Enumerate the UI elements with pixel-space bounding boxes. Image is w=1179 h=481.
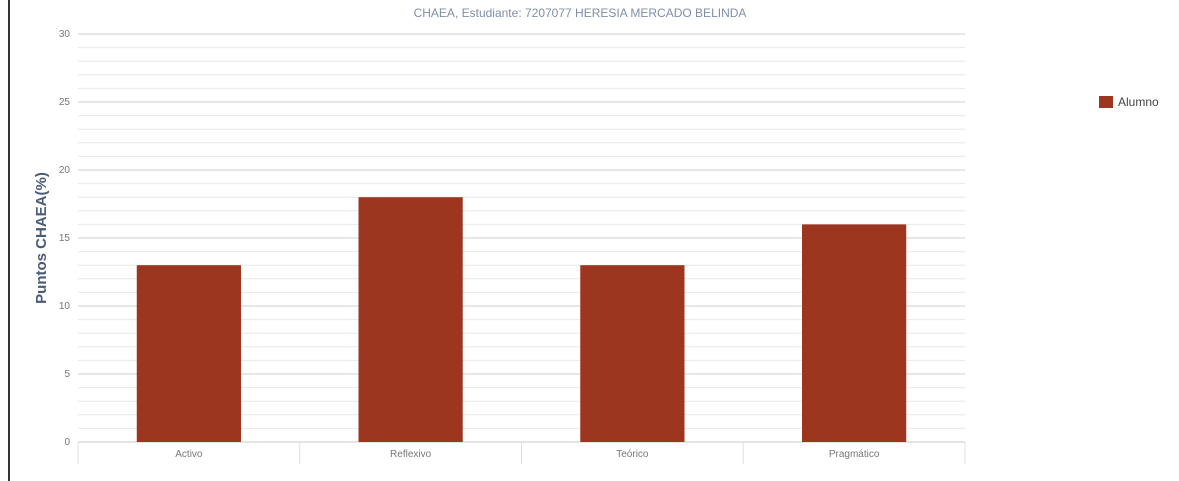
x-tick-label: Teórico [616, 449, 649, 460]
bar-reflexivo[interactable] [358, 197, 463, 442]
bars [136, 197, 907, 442]
legend-label-alumno: Alumno [1118, 95, 1159, 109]
y-tick-label: 5 [64, 369, 70, 380]
y-tick-label: 15 [59, 233, 71, 244]
y-tick-label: 25 [59, 97, 71, 108]
y-axis-title: Puntos CHAEA(%) [33, 172, 50, 304]
y-tick-label: 10 [59, 301, 71, 312]
y-tick-label: 20 [59, 165, 71, 176]
chart-title: CHAEA, Estudiante: 7207077 HERESIA MERCA… [413, 6, 747, 20]
left-border-line [8, 0, 10, 481]
bar-pragmático[interactable] [802, 224, 907, 442]
y-tick-label: 0 [64, 437, 70, 448]
legend[interactable]: Alumno [1099, 95, 1159, 109]
axis-labels: 0 5 10 15 20 25 30 Activo Reflexivo Teórico Pragmá… [33, 29, 880, 460]
bar-activo[interactable] [136, 265, 241, 442]
legend-swatch [1099, 96, 1113, 108]
x-tick-label: Activo [175, 449, 203, 460]
bar-teórico[interactable] [580, 265, 685, 442]
x-tick-label: Pragmático [829, 449, 880, 460]
x-tick-label: Reflexivo [390, 449, 432, 460]
y-tick-label: 30 [59, 29, 71, 40]
